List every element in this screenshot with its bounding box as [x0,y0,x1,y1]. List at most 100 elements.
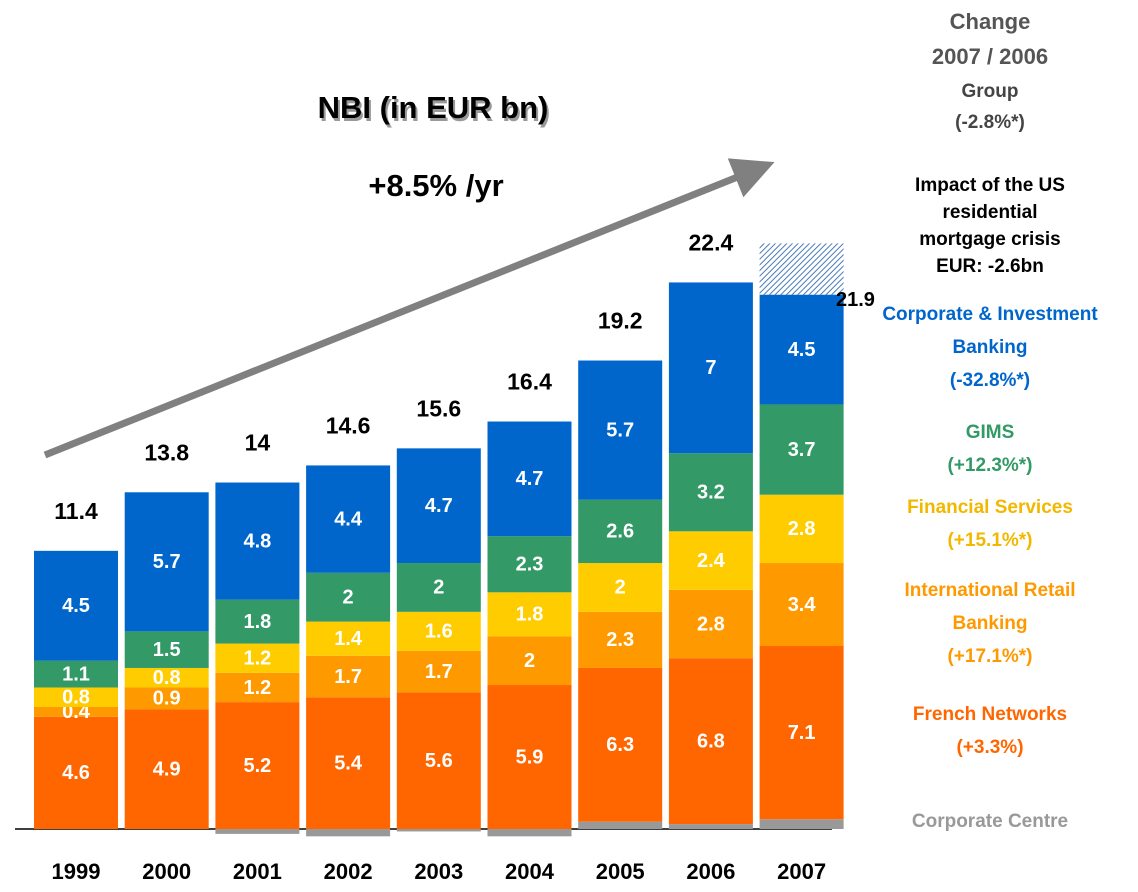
change-period: 2007 / 2006 [931,44,1049,69]
legend-change: (+3.3%) [956,737,1024,758]
bar-segment [215,643,300,673]
legend-change: (+12.3%*) [947,455,1033,476]
bar-segment [759,404,844,495]
bar-segment [124,631,209,668]
bar-segment [668,453,753,532]
bar-segment [487,421,572,537]
bar-segment [396,692,481,829]
segment-label: 5.2 [243,755,271,777]
bar-segment [124,687,209,710]
x-tick-label: 2006 [686,859,735,884]
x-tick-label: 2005 [596,859,645,884]
x-tick-label: 2000 [142,859,191,884]
impact-note-line: mortgage crisis [919,229,1061,250]
change-heading: Change [949,9,1031,34]
segment-label: 1.2 [243,677,271,699]
x-tick-label: 2002 [324,859,373,884]
bar-segment [396,563,481,612]
total-label: 13.8 [144,439,189,465]
bar-segment [306,655,391,698]
bar-segment [124,492,209,632]
total-label: 19.2 [598,308,643,334]
x-tick-label: 1999 [52,859,101,884]
segment-label: 6.3 [606,734,634,756]
bar-segment [124,667,209,688]
bar-segment [34,716,118,829]
segment-label: 5.9 [516,746,544,768]
x-tick-label: 2004 [505,859,555,884]
segment-label: 4.7 [516,468,544,490]
impact-note-line: residential [942,202,1038,223]
legend-change: (+15.1%*) [947,530,1033,551]
bar-segment [668,658,753,825]
bar-segment [578,667,663,822]
total-label: 14.6 [326,413,371,439]
segment-label: 1.6 [425,621,453,643]
segment-label: 1.2 [243,647,271,669]
segment-label: 2.8 [697,613,725,635]
bar-segment [215,829,300,834]
legend-entry: Corporate & Investment Banking (-32.8%*) [878,298,1103,397]
segment-label: 2.6 [606,521,634,543]
bar-segment [668,282,753,454]
segment-label: 3.4 [788,594,817,616]
legend-name: French Networks [912,704,1068,725]
bar-segment [759,294,844,405]
segment-label: 4.5 [62,595,90,617]
total-label: 22.4 [689,230,734,256]
bar-segment [396,829,481,832]
chart-title: NBI (in EUR bn) [318,90,549,125]
segment-label: 5.7 [153,551,181,573]
segment-label: 4.9 [153,759,181,781]
title-shadow: NBI (in EUR bn) [320,93,551,128]
segment-label: 4.8 [243,530,271,552]
total-label: 16.4 [507,369,552,395]
bar-segment [487,636,572,686]
x-tick-label: 2001 [233,859,282,884]
change-header: Change 2007 / 2006 [932,4,1048,74]
legend-entry: French Networks (+3.3%) [870,698,1110,764]
bar-segment [306,829,391,837]
segment-label: 3.2 [697,482,725,504]
bar-segment [759,563,844,646]
bar-segment [759,819,844,829]
impact-note-line: Impact of the US [915,175,1065,196]
bar-segment [578,611,663,668]
group-change: Group (-2.8%*) [955,76,1025,138]
impact-note-line: EUR: -2.6bn [936,256,1044,277]
bar-segment [306,572,391,622]
segment-label: 5.4 [334,752,363,774]
bar-segment [306,621,391,656]
segment-label: 2.3 [516,554,544,576]
bar-segment [215,702,300,829]
segment-label: 1.4 [334,628,363,650]
legend-change: (-32.8%*) [949,370,1031,391]
bar-segment [215,599,300,644]
legend-entry: Corporate Centre [870,805,1110,838]
segment-label: 5.7 [606,419,634,441]
bar-segment [124,709,209,829]
legend-name: GIMS [965,422,1015,443]
segment-label: 0.8 [62,687,90,709]
legend-entry: International Retail Banking (+17.1%*) [903,574,1078,673]
segment-label: 2 [343,586,354,608]
segment-label: 1.8 [243,611,271,633]
segment-label: 2 [524,650,535,672]
bar-segment [34,550,118,661]
legend-name: Financial Services [907,497,1073,518]
bar-segment [487,685,572,829]
segment-label: 0.9 [153,688,181,710]
segment-label: 5.6 [425,750,453,772]
x-tick-label: 2007 [777,859,826,884]
segment-label: 2 [433,577,444,599]
segment-label: 2.8 [788,518,816,540]
legend-entry: GIMS (+12.3%*) [870,416,1110,482]
bar-segment [578,821,663,829]
impact-segment [759,243,844,295]
segment-label: 7 [705,357,716,379]
total-label: 14 [245,430,271,456]
bar-segment [215,672,300,703]
bar-segment [578,563,663,612]
